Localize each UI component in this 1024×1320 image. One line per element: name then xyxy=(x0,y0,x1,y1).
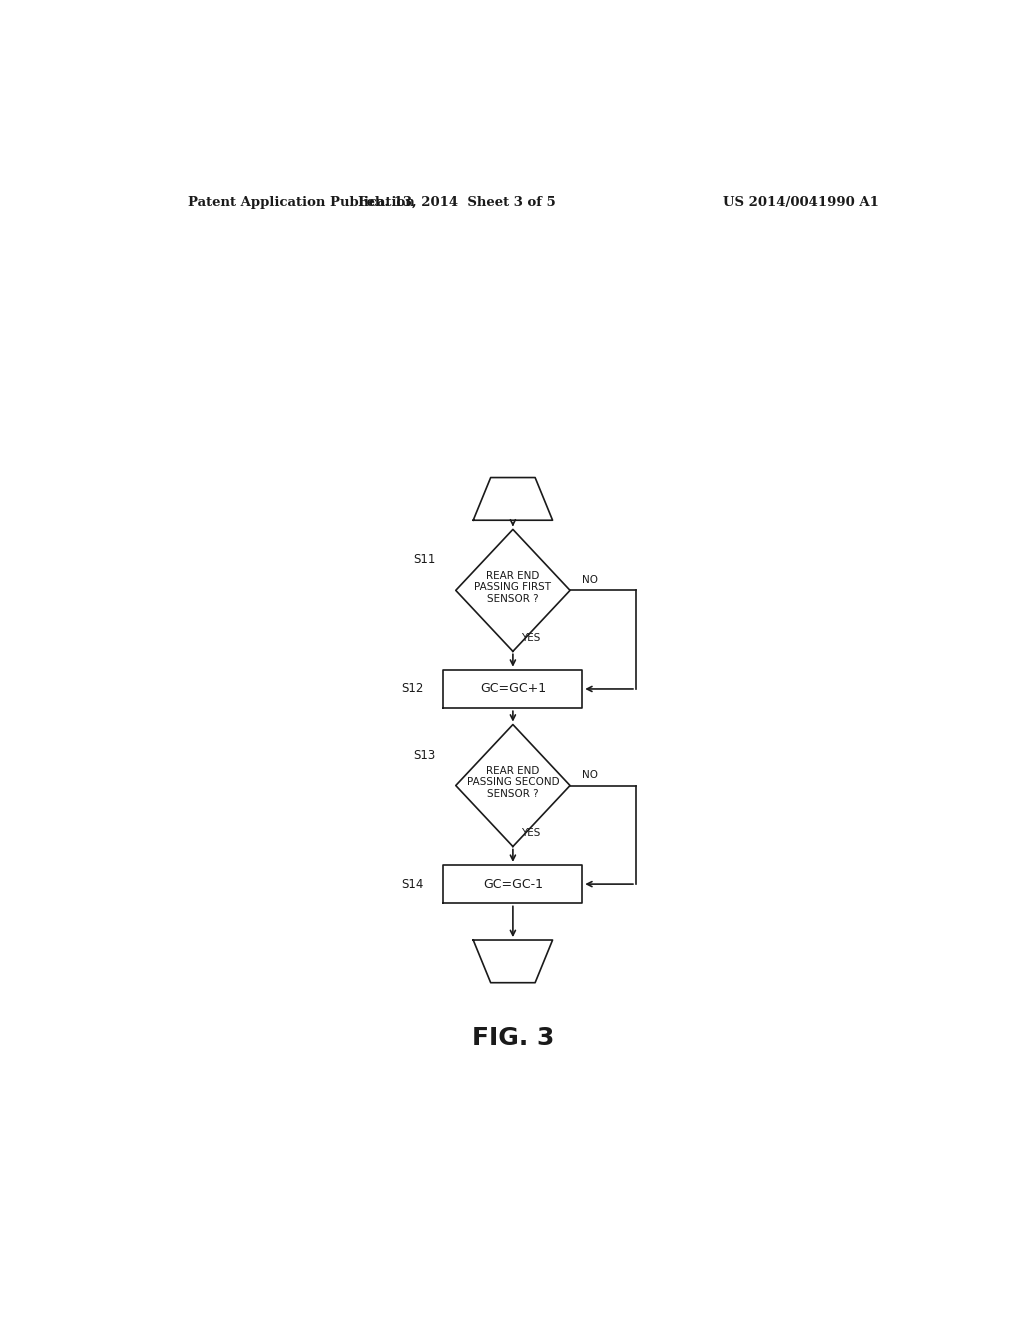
Text: REAR END
PASSING FIRST
SENSOR ?: REAR END PASSING FIRST SENSOR ? xyxy=(474,570,551,605)
Text: S14: S14 xyxy=(401,878,424,891)
Text: YES: YES xyxy=(521,634,541,643)
Text: NO: NO xyxy=(582,576,598,585)
Text: S11: S11 xyxy=(414,553,436,566)
Text: S13: S13 xyxy=(414,748,436,762)
Text: GC=GC+1: GC=GC+1 xyxy=(480,682,546,696)
Text: US 2014/0041990 A1: US 2014/0041990 A1 xyxy=(723,195,879,209)
Text: NO: NO xyxy=(582,771,598,780)
Text: YES: YES xyxy=(521,828,541,838)
Text: S12: S12 xyxy=(401,682,424,696)
Text: Patent Application Publication: Patent Application Publication xyxy=(187,195,415,209)
Text: Feb. 13, 2014  Sheet 3 of 5: Feb. 13, 2014 Sheet 3 of 5 xyxy=(358,195,556,209)
Text: GC=GC-1: GC=GC-1 xyxy=(483,878,543,891)
Text: FIG. 3: FIG. 3 xyxy=(472,1026,554,1049)
Text: REAR END
PASSING SECOND
SENSOR ?: REAR END PASSING SECOND SENSOR ? xyxy=(467,766,559,799)
